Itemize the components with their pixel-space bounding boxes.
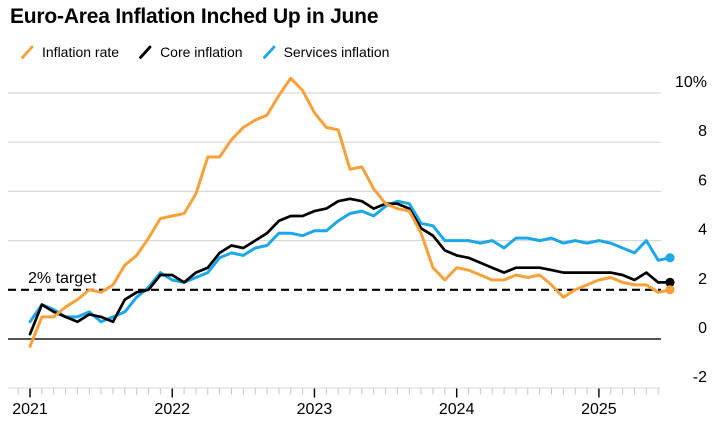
legend-label: Core inflation: [160, 44, 243, 60]
series-line-services-inflation: [28, 199, 672, 324]
legend-item-core-inflation: Core inflation: [138, 44, 243, 60]
services-inflation-slash-icon: [262, 45, 275, 59]
legend-label: Services inflation: [283, 44, 390, 60]
y-axis-label: 4: [698, 222, 707, 239]
legend-item-services-inflation: Services inflation: [262, 44, 390, 60]
core-inflation-slash-icon: [139, 45, 152, 59]
end-dot-services-inflation: [665, 253, 675, 263]
y-axis-label: -2: [693, 369, 707, 386]
y-axis-label: 2: [698, 271, 707, 288]
series-line-inflation-rate: [28, 76, 672, 348]
x-axis-label: 2021: [12, 401, 48, 418]
x-axis-label: 2025: [581, 401, 617, 418]
x-axis-label: 2022: [154, 401, 190, 418]
y-axis-label: 0: [698, 320, 707, 337]
end-dot-inflation-rate: [665, 285, 675, 295]
page-title: Euro-Area Inflation Inched Up in June: [10, 5, 379, 28]
end-dot-core-inflation: [665, 277, 675, 287]
legend-label: Inflation rate: [42, 44, 120, 60]
y-axis-label: 8: [698, 123, 707, 140]
y-axis-label: 10%: [675, 74, 707, 91]
y-axis-label: 6: [698, 172, 707, 189]
series-line-core-inflation: [28, 197, 672, 336]
target-annotation: 2% target: [28, 270, 97, 287]
legend: Inflation rate Core inflation Services i…: [20, 44, 389, 60]
x-axis-label: 2023: [297, 401, 333, 418]
chart-layers: 2021 2022 2023 2024 2025 10% 8 6 4 2 0 -2: [8, 74, 707, 418]
legend-item-inflation-rate: Inflation rate: [20, 44, 119, 60]
x-axis-label: 2024: [439, 401, 475, 418]
inflation-rate-slash-icon: [21, 45, 34, 59]
